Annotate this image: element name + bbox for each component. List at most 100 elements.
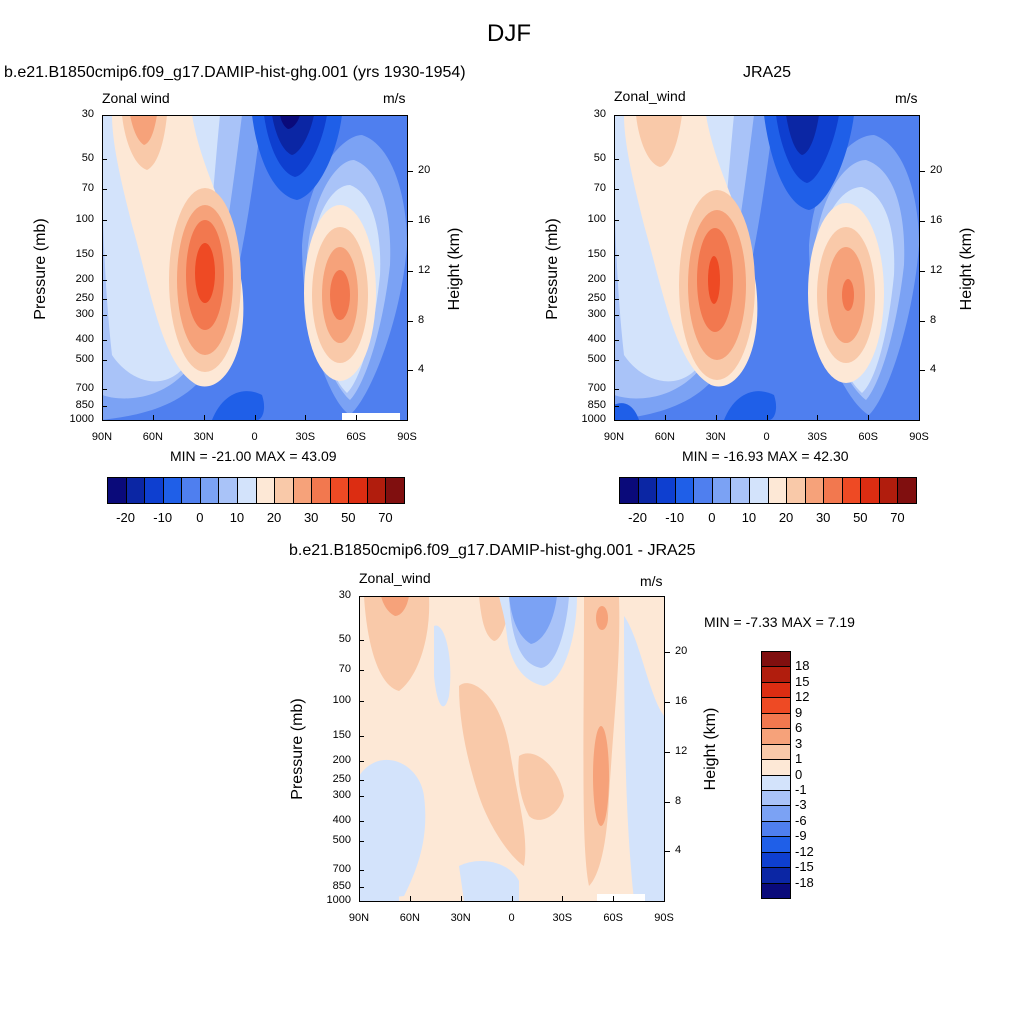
colorbar-label: 10 — [741, 510, 757, 525]
pressure-tick-label: 200 — [587, 273, 606, 285]
colorbar-label: 50 — [341, 510, 356, 525]
pressure-tick-mark — [359, 796, 364, 798]
pressure-tick-label: 150 — [75, 247, 94, 260]
height-tick-label: 8 — [418, 313, 425, 326]
colorbar-box — [107, 477, 127, 504]
colorbar-label: -6 — [795, 812, 807, 828]
colorbar-box — [366, 477, 387, 504]
colorbar-label: -15 — [795, 859, 814, 875]
colorbar-box — [878, 477, 899, 504]
pressure-tick-mark — [359, 669, 364, 671]
colorbar-box — [748, 477, 769, 504]
height-tick-mark — [919, 370, 925, 372]
pressure-tick-mark — [614, 299, 619, 301]
panel3-contour-plot — [359, 596, 664, 901]
colorbar-label: 9 — [795, 704, 803, 720]
colorbar-box — [761, 789, 791, 807]
panel1-contour-plot — [102, 115, 407, 420]
panel3-title: b.e21.B1850cmip6.f09_g17.DAMIP-hist-ghg.… — [289, 542, 696, 559]
lat-tick-mark — [407, 415, 408, 420]
panel2-stats: MIN = -16.93 MAX = 42.30 — [682, 448, 849, 464]
colorbar-box — [693, 477, 713, 504]
pressure-tick-label: 400 — [75, 333, 94, 346]
colorbar-box — [656, 477, 676, 504]
pressure-tick-mark — [359, 761, 364, 762]
colorbar-box — [711, 477, 732, 504]
colorbar-label: 6 — [795, 720, 803, 736]
panel1-ylabel-left: Pressure (mb) — [32, 218, 49, 320]
pressure-tick-mark — [102, 388, 107, 390]
pressure-tick-mark — [359, 780, 364, 782]
panel2-contour-plot — [614, 115, 919, 420]
pressure-tick-label: 1000 — [581, 413, 606, 425]
pressure-tick-label: 250 — [75, 292, 94, 305]
lat-tick-label: 60N — [399, 912, 420, 924]
lat-tick-label: 60S — [603, 912, 623, 924]
lat-tick-label: 30N — [705, 431, 726, 443]
figure-title: DJF — [487, 20, 531, 47]
height-tick-mark — [919, 221, 925, 223]
pressure-tick-mark — [359, 596, 364, 597]
colorbar-box — [761, 728, 791, 745]
height-tick-label: 8 — [675, 794, 682, 807]
pressure-tick-mark — [359, 901, 364, 902]
panel2-contours — [614, 115, 919, 420]
pressure-tick-mark — [102, 254, 107, 256]
panel3-ylabel-left: Pressure (mb) — [289, 698, 306, 800]
height-tick-label: 8 — [930, 313, 937, 326]
colorbar-box — [761, 759, 791, 776]
colorbar-box — [823, 477, 843, 504]
colorbar-box — [255, 477, 276, 504]
lat-tick-label: 30N — [193, 431, 214, 443]
colorbar-box — [761, 805, 791, 822]
colorbar-label: 12 — [795, 689, 810, 705]
height-tick-label: 16 — [418, 214, 431, 227]
pressure-tick-label: 50 — [81, 152, 94, 165]
pressure-tick-mark — [102, 315, 107, 317]
pressure-tick-mark — [359, 735, 364, 737]
lat-tick-mark — [511, 896, 513, 901]
pressure-tick-mark — [614, 420, 619, 421]
height-tick-label: 12 — [675, 744, 688, 757]
colorbar-label: 50 — [853, 510, 868, 525]
pressure-tick-mark — [359, 886, 364, 888]
pressure-tick-label: 70 — [338, 662, 351, 675]
colorbar-box — [619, 477, 639, 504]
colorbar-label: 3 — [795, 735, 803, 751]
pressure-tick-label: 400 — [332, 814, 351, 827]
lat-tick-mark — [715, 415, 717, 420]
colorbar-box — [761, 882, 791, 899]
height-tick-label: 16 — [675, 695, 688, 708]
colorbar-box — [144, 477, 164, 504]
panel3-ylabel-right: Height (km) — [702, 707, 719, 791]
colorbar-label: 30 — [303, 510, 319, 525]
colorbar-label: 70 — [378, 510, 393, 525]
lat-tick-mark — [305, 415, 307, 420]
pressure-tick-label: 300 — [75, 308, 94, 321]
height-tick-mark — [407, 171, 413, 173]
pressure-tick-mark — [359, 840, 364, 842]
pressure-tick-mark — [359, 869, 364, 871]
colorbar-label: 20 — [778, 510, 794, 525]
lat-tick-mark — [562, 896, 564, 901]
colorbar-label: 0 — [795, 766, 803, 782]
panel2-colorbar — [619, 477, 917, 504]
pressure-tick-mark — [614, 159, 619, 161]
colorbar-box — [761, 851, 791, 869]
pressure-tick-mark — [614, 340, 619, 342]
pressure-tick-mark — [102, 115, 107, 116]
pressure-tick-mark — [102, 340, 107, 342]
colorbar-box — [348, 477, 368, 504]
pressure-tick-mark — [614, 405, 619, 407]
lat-tick-mark — [664, 896, 665, 901]
pressure-tick-label: 500 — [332, 833, 351, 846]
contour-easterly-4 — [280, 115, 300, 129]
panel1-contours — [102, 115, 407, 420]
panel2-title: JRA25 — [743, 64, 792, 81]
lat-tick-mark — [203, 415, 205, 420]
pressure-tick-label: 30 — [593, 108, 606, 120]
lat-tick-label: 30N — [450, 912, 471, 924]
colorbar-label: 1 — [795, 751, 803, 767]
lat-tick-mark — [766, 415, 768, 420]
lat-tick-mark — [613, 896, 615, 901]
